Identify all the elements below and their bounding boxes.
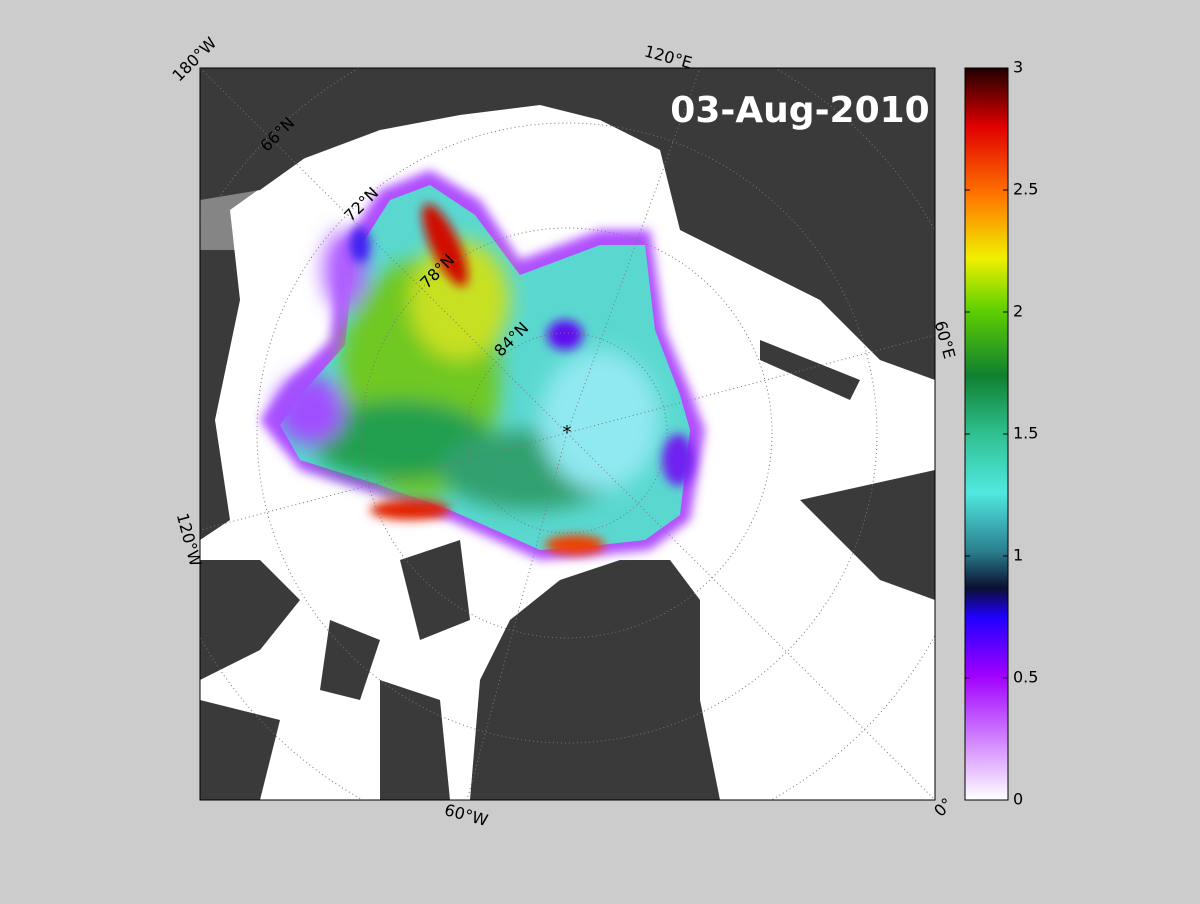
island — [400, 540, 470, 640]
novaya-zemlya — [760, 340, 860, 400]
colorbar-tick-label: 2 — [1013, 302, 1023, 321]
island — [320, 620, 380, 700]
colorbar-ticks: 0 0.5 1 1.5 2 2.5 3 — [965, 58, 1038, 809]
map: * — [200, 68, 935, 800]
ice-texture — [275, 230, 660, 510]
colorbar-tick-label: 1.5 — [1013, 424, 1038, 443]
colorbar-tick-label: 2.5 — [1013, 180, 1038, 199]
island — [380, 680, 450, 800]
lon-label: 60°W — [442, 800, 490, 830]
colorbar — [964, 67, 1009, 801]
scandinavia — [800, 470, 935, 600]
colorbar-tick-label: 3 — [1013, 58, 1023, 77]
land — [200, 68, 330, 200]
graticule — [200, 68, 935, 800]
colorbar-tick-label: 0.5 — [1013, 668, 1038, 687]
pole-marker: * — [563, 422, 572, 443]
island — [200, 560, 300, 680]
date-label: 03-Aug-2010 — [670, 90, 929, 131]
map-frame — [199, 67, 936, 801]
colorbar-tick-label: 1 — [1013, 546, 1023, 565]
island — [200, 700, 280, 800]
greenland — [470, 560, 720, 800]
ice-features — [350, 203, 694, 555]
colorbar-tick-label: 0 — [1013, 790, 1023, 809]
